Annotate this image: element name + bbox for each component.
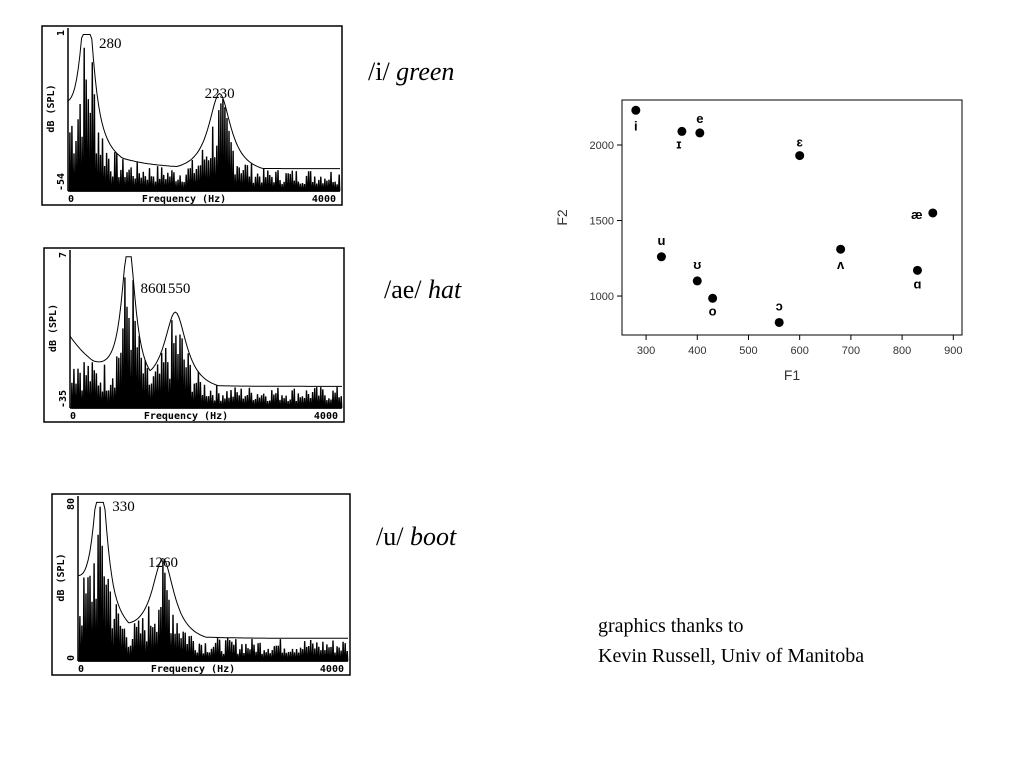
point-label: e	[696, 111, 703, 126]
peak-label: 330	[112, 499, 134, 515]
y-tick-label: 1000	[590, 291, 614, 303]
point-label: o	[709, 303, 717, 318]
point-label: ɔ	[776, 298, 783, 313]
peak-label: 2230	[205, 86, 235, 102]
point	[774, 317, 784, 327]
y-tick-label: 2000	[590, 140, 614, 152]
harmonics	[68, 47, 341, 192]
point	[631, 105, 641, 115]
credit-line: Kevin Russell, Univ of Manitoba	[598, 645, 864, 667]
x-axis-label: Frequency (Hz)	[151, 664, 235, 675]
point-label: ɛ	[796, 135, 803, 150]
point-label: æ	[911, 207, 923, 222]
peak-label: 280	[99, 36, 122, 52]
point	[708, 293, 718, 303]
y-top-label: 1	[56, 30, 67, 36]
x-start-label: 0	[70, 411, 76, 422]
envelope	[67, 34, 340, 170]
point	[692, 276, 702, 286]
credit-line: graphics thanks to	[598, 615, 744, 637]
plot-frame	[621, 99, 963, 336]
vowel-caption: /ae/ hat	[384, 275, 462, 304]
harmonics	[70, 277, 343, 409]
vowel: /u/	[376, 522, 404, 551]
y-bottom-label: -35	[58, 390, 69, 408]
x-tick-label: 300	[637, 345, 655, 357]
y-bottom-label: 0	[66, 655, 77, 661]
x-start-label: 0	[68, 194, 74, 205]
point-label: ɪ	[676, 136, 681, 151]
envelope	[69, 256, 342, 387]
point	[656, 252, 666, 262]
x-tick-label: 600	[791, 345, 809, 357]
point	[795, 151, 805, 161]
y-axis-label: dB (SPL)	[46, 84, 57, 132]
point	[677, 126, 687, 136]
example-word: boot	[410, 522, 457, 551]
y-axis-title: F2	[554, 209, 570, 226]
point-label: ʌ	[837, 257, 845, 272]
y-tick-label: 1500	[590, 216, 614, 228]
vowel-caption: /i/ green	[368, 57, 454, 86]
example-word: hat	[428, 275, 462, 304]
x-end-label: 4000	[312, 194, 336, 205]
harmonics	[78, 506, 349, 662]
y-axis-label: dB (SPL)	[56, 553, 67, 601]
x-tick-label: 900	[944, 345, 962, 357]
point-label: u	[657, 233, 665, 248]
vowel-caption: /u/ boot	[376, 522, 457, 551]
envelope	[78, 501, 348, 639]
y-top-label: 80	[66, 498, 77, 510]
y-axis-label: dB (SPL)	[48, 304, 59, 352]
point-label: i	[634, 118, 638, 133]
x-tick-label: 500	[739, 345, 757, 357]
x-tick-label: 800	[893, 345, 911, 357]
point	[695, 128, 705, 138]
x-axis-title: F1	[784, 367, 801, 383]
x-end-label: 4000	[320, 664, 344, 675]
x-tick-label: 700	[842, 345, 860, 357]
peak-label: 1550	[160, 281, 190, 297]
x-tick-label: 400	[688, 345, 706, 357]
peak-label: 1260	[148, 555, 178, 571]
x-axis-label: Frequency (Hz)	[142, 194, 226, 205]
vowel: /ae/	[384, 275, 422, 304]
x-start-label: 0	[78, 664, 84, 675]
spectrum-panel: 330 1260 80 0 dB (SPL) 0 Frequency (Hz) 4000	[51, 493, 351, 676]
spectrum-panel: 280 2230 1 -54 dB (SPL) 0 Frequency (Hz) 4000	[41, 25, 343, 206]
x-axis-label: Frequency (Hz)	[144, 411, 228, 422]
point	[836, 244, 846, 254]
peak-label: 860	[140, 281, 163, 297]
example-word: green	[396, 57, 454, 86]
vowel: /i/	[368, 57, 390, 86]
point	[928, 208, 938, 218]
y-top-label: 7	[58, 252, 69, 258]
point-label: ʊ	[693, 257, 701, 272]
y-bottom-label: -54	[56, 173, 67, 191]
x-end-label: 4000	[314, 411, 338, 422]
point-label: ɑ	[913, 276, 921, 291]
point	[912, 265, 922, 275]
